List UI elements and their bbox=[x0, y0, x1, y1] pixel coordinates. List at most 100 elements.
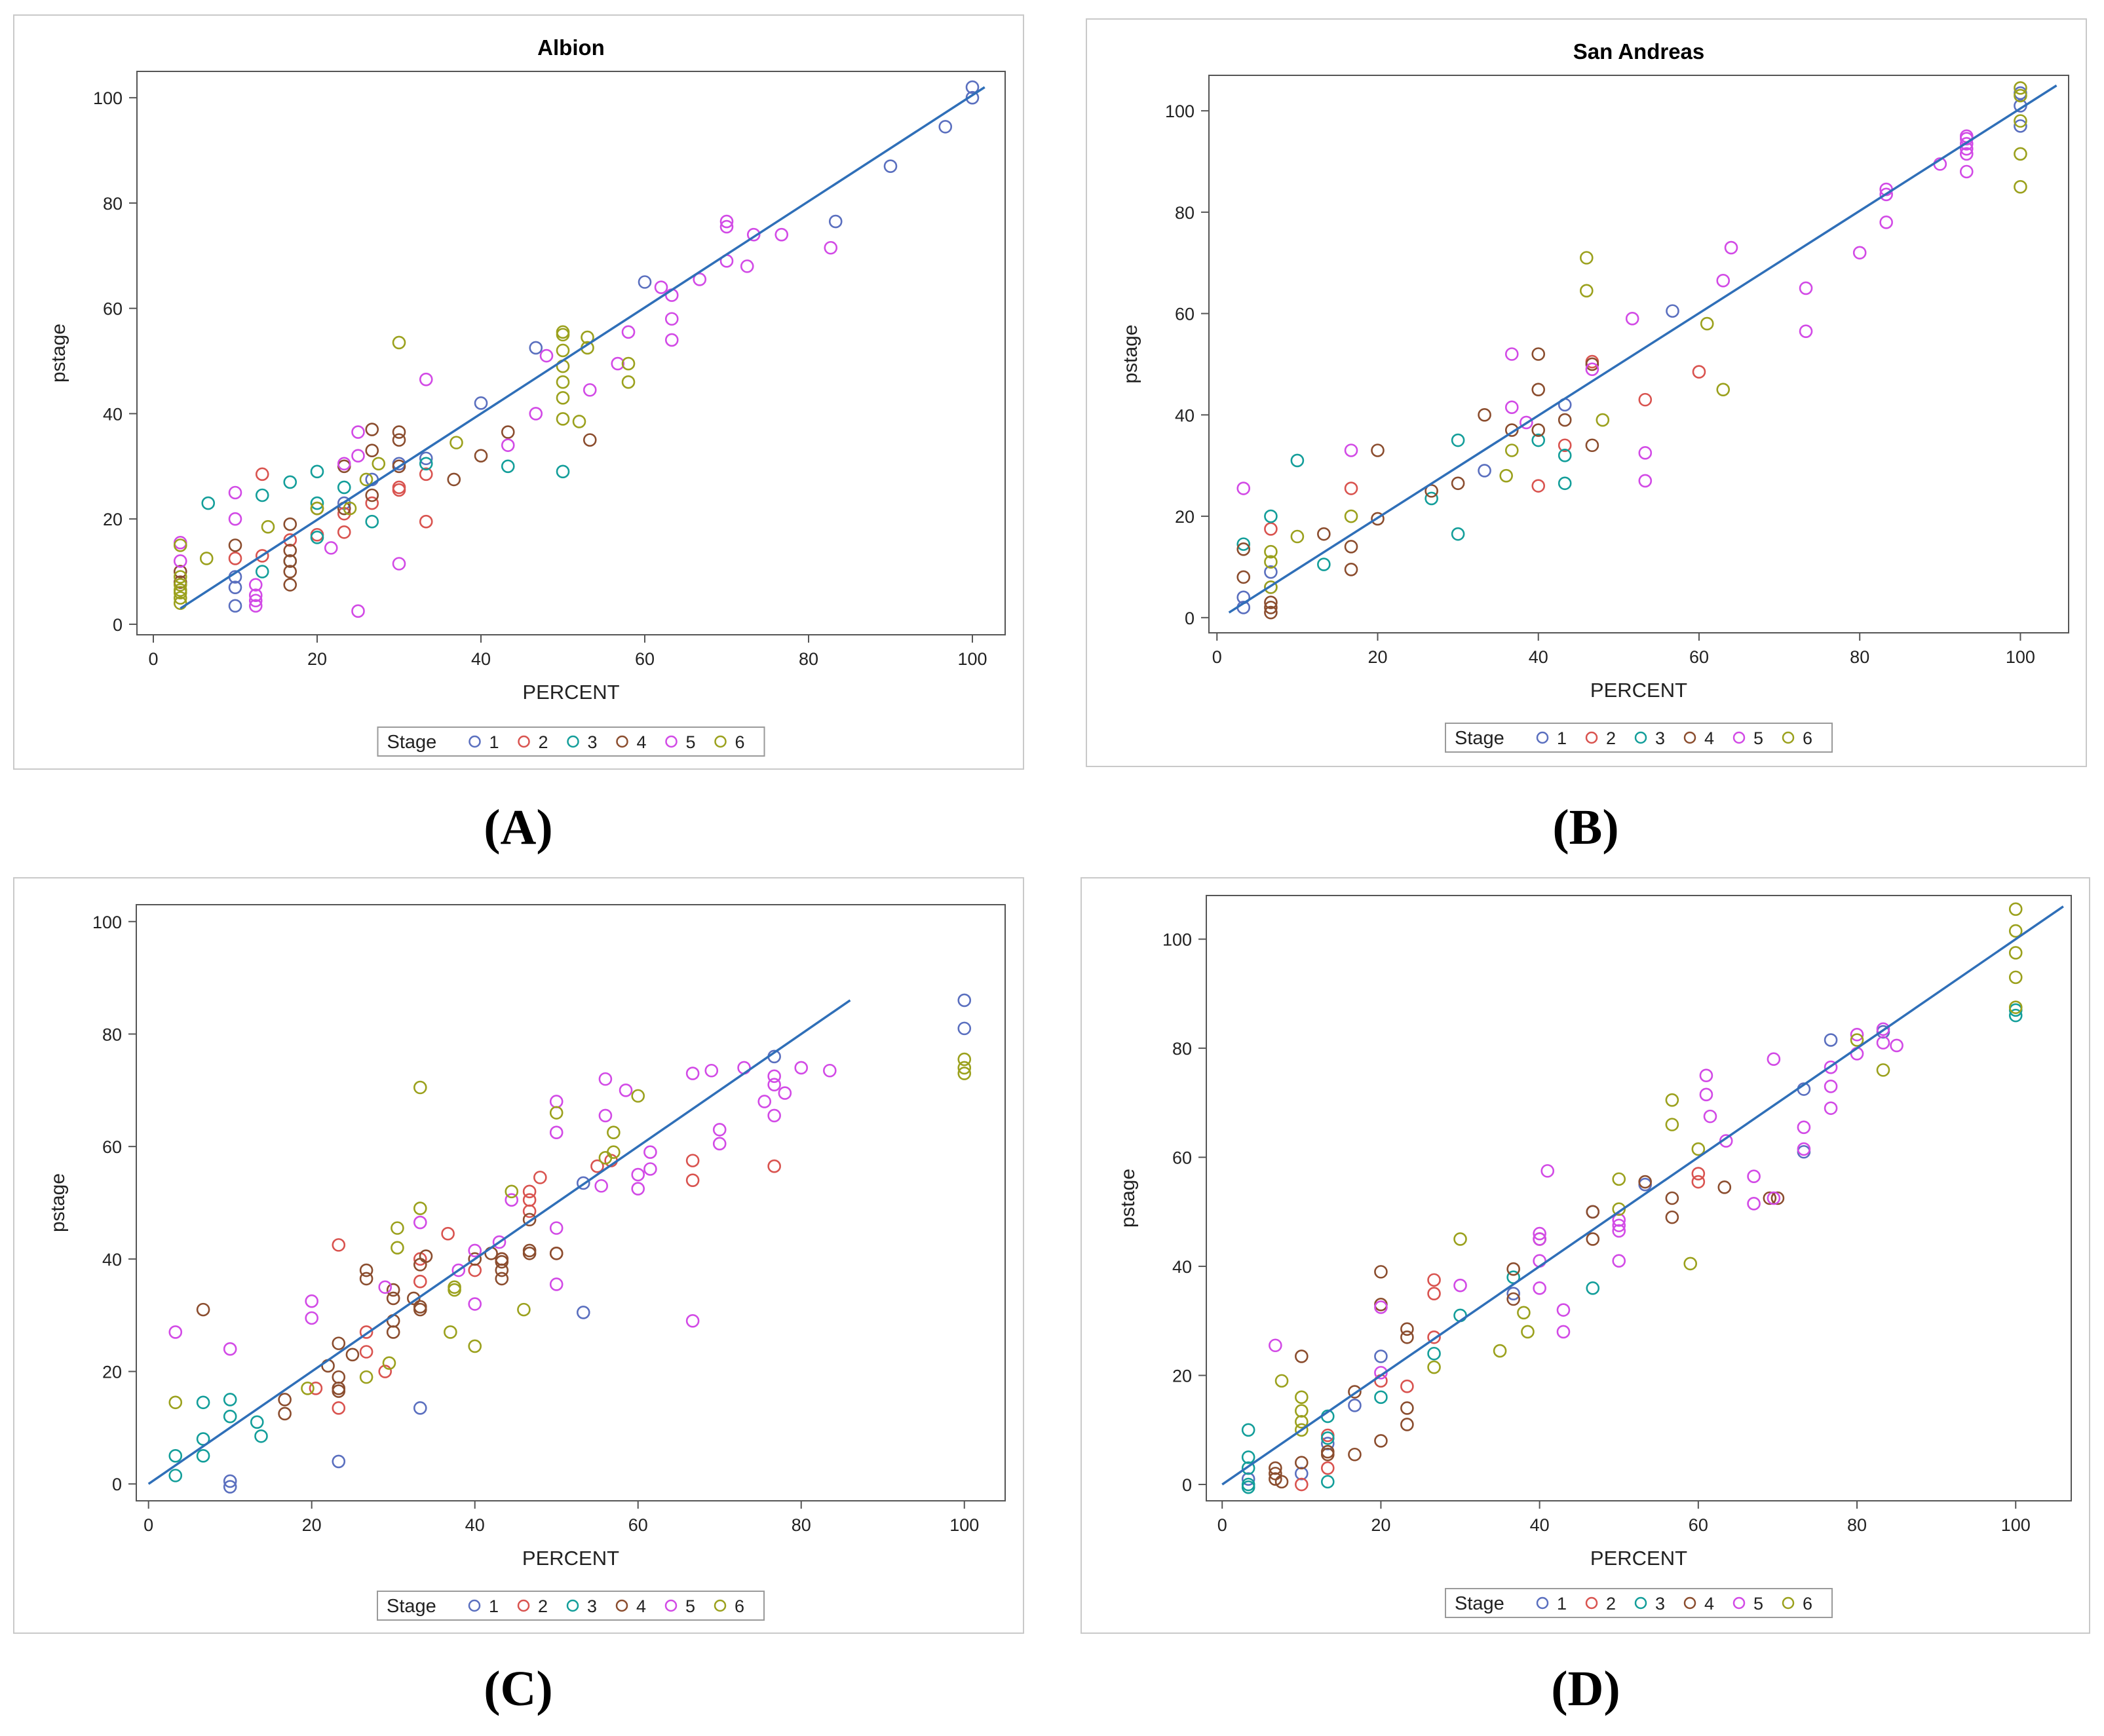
point-stage-5 bbox=[501, 438, 515, 452]
point-stage-4 bbox=[1264, 601, 1278, 614]
point-stage-5 bbox=[1533, 1281, 1546, 1295]
point-stage-4 bbox=[386, 1283, 400, 1297]
point-stage-5 bbox=[1824, 1080, 1838, 1093]
point-stage-6 bbox=[2014, 147, 2027, 161]
y-tick-label: 0 bbox=[1182, 1475, 1192, 1495]
point-stage-3 bbox=[1320, 1475, 1335, 1489]
point-stage-4 bbox=[413, 1302, 427, 1317]
x-tick-label: 80 bbox=[1847, 1515, 1867, 1535]
point-stage-5 bbox=[549, 1221, 564, 1235]
data-points bbox=[1241, 902, 2023, 1494]
legend-title: Stage bbox=[387, 732, 437, 753]
point-stage-5 bbox=[712, 1123, 727, 1137]
point-stage-5 bbox=[621, 325, 636, 339]
legend-marker-3 bbox=[1634, 1596, 1647, 1610]
point-stage-5 bbox=[529, 407, 543, 421]
legend-label-6: 6 bbox=[735, 1596, 744, 1616]
point-stage-6 bbox=[261, 519, 275, 534]
point-stage-6 bbox=[173, 591, 187, 605]
legend-label-3: 3 bbox=[1655, 728, 1665, 748]
y-tick-label: 20 bbox=[1172, 1367, 1192, 1386]
y-tick-label: 20 bbox=[1175, 507, 1195, 527]
point-stage-5 bbox=[451, 1263, 466, 1277]
y-tick-label: 0 bbox=[112, 1475, 122, 1494]
point-stage-3 bbox=[1241, 1450, 1255, 1464]
point-stage-3 bbox=[1425, 491, 1438, 506]
point-stage-2 bbox=[533, 1171, 547, 1184]
point-stage-2 bbox=[392, 480, 406, 495]
point-stage-3 bbox=[365, 514, 379, 529]
point-stage-2 bbox=[359, 1345, 373, 1359]
point-stage-4 bbox=[392, 459, 406, 474]
point-stage-5 bbox=[1269, 1338, 1282, 1353]
point-stage-6 bbox=[581, 330, 594, 345]
chart-title: San Andreas bbox=[1573, 39, 1705, 64]
point-stage-6 bbox=[449, 436, 463, 449]
y-tick-label: 80 bbox=[102, 1025, 122, 1044]
point-stage-2 bbox=[522, 1193, 537, 1207]
legend-label-1: 1 bbox=[1557, 1594, 1567, 1613]
point-stage-4 bbox=[392, 425, 406, 439]
x-tick-label: 20 bbox=[1368, 647, 1387, 667]
point-stage-3 bbox=[1317, 557, 1331, 571]
point-stage-4 bbox=[278, 1406, 292, 1421]
point-stage-6 bbox=[1579, 251, 1594, 265]
point-stage-1 bbox=[638, 275, 652, 289]
point-stage-2 bbox=[1320, 1428, 1335, 1443]
point-stage-4 bbox=[1531, 347, 1546, 361]
x-tick-label: 100 bbox=[949, 1515, 979, 1535]
point-stage-4 bbox=[278, 1393, 292, 1406]
point-stage-5 bbox=[1625, 312, 1639, 326]
point-stage-1 bbox=[529, 341, 543, 355]
point-stage-1 bbox=[828, 214, 843, 229]
point-stage-3 bbox=[254, 1429, 268, 1443]
point-stage-2 bbox=[767, 1159, 781, 1173]
point-stage-6 bbox=[1264, 555, 1278, 569]
point-stage-6 bbox=[391, 1241, 404, 1255]
legend-marker-2 bbox=[517, 1599, 530, 1612]
point-stage-5 bbox=[248, 594, 263, 608]
point-stage-3 bbox=[1374, 1390, 1388, 1405]
y-tick-label: 40 bbox=[102, 1250, 122, 1270]
point-stage-5 bbox=[324, 541, 338, 555]
point-stage-4 bbox=[549, 1246, 564, 1260]
point-stage-2 bbox=[1344, 481, 1358, 495]
point-stage-4 bbox=[495, 1272, 509, 1286]
point-stage-1 bbox=[957, 993, 972, 1008]
y-tick-label: 40 bbox=[1175, 406, 1195, 425]
point-stage-5 bbox=[643, 1162, 657, 1176]
point-stage-4 bbox=[365, 423, 379, 436]
point-stage-2 bbox=[685, 1173, 700, 1187]
point-stage-2 bbox=[590, 1159, 604, 1173]
point-stage-6 bbox=[173, 570, 187, 584]
point-stage-5 bbox=[654, 280, 668, 294]
point-stage-1 bbox=[223, 1474, 237, 1488]
point-stage-5 bbox=[598, 1108, 613, 1123]
point-stage-5 bbox=[248, 588, 263, 603]
x-tick-label: 60 bbox=[635, 649, 655, 669]
point-stage-5 bbox=[539, 349, 554, 363]
y-tick-label: 20 bbox=[103, 510, 123, 529]
point-stage-5 bbox=[1876, 1022, 1890, 1036]
point-stage-6 bbox=[1850, 1033, 1864, 1047]
point-stage-6 bbox=[621, 375, 636, 389]
legend-label-5: 5 bbox=[1753, 728, 1763, 748]
point-stage-4 bbox=[1665, 1210, 1679, 1224]
point-stage-5 bbox=[1852, 246, 1867, 260]
point-stage-6 bbox=[957, 1052, 972, 1066]
point-stage-5 bbox=[505, 1193, 519, 1207]
y-tick-label: 100 bbox=[93, 88, 123, 108]
point-stage-5 bbox=[1799, 281, 1813, 295]
point-stage-4 bbox=[1348, 1385, 1362, 1399]
point-stage-5 bbox=[1612, 1213, 1626, 1227]
legend-marker-6 bbox=[1782, 731, 1795, 744]
point-stage-4 bbox=[1478, 408, 1491, 422]
point-stage-2 bbox=[1264, 522, 1278, 536]
data-points bbox=[1236, 81, 2027, 620]
point-stage-2 bbox=[1691, 1167, 1706, 1180]
point-stage-4 bbox=[1274, 1475, 1289, 1489]
point-stage-5 bbox=[392, 557, 406, 571]
point-stage-6 bbox=[556, 391, 570, 405]
point-stage-6 bbox=[1716, 383, 1731, 396]
point-stage-4 bbox=[1320, 1447, 1335, 1462]
